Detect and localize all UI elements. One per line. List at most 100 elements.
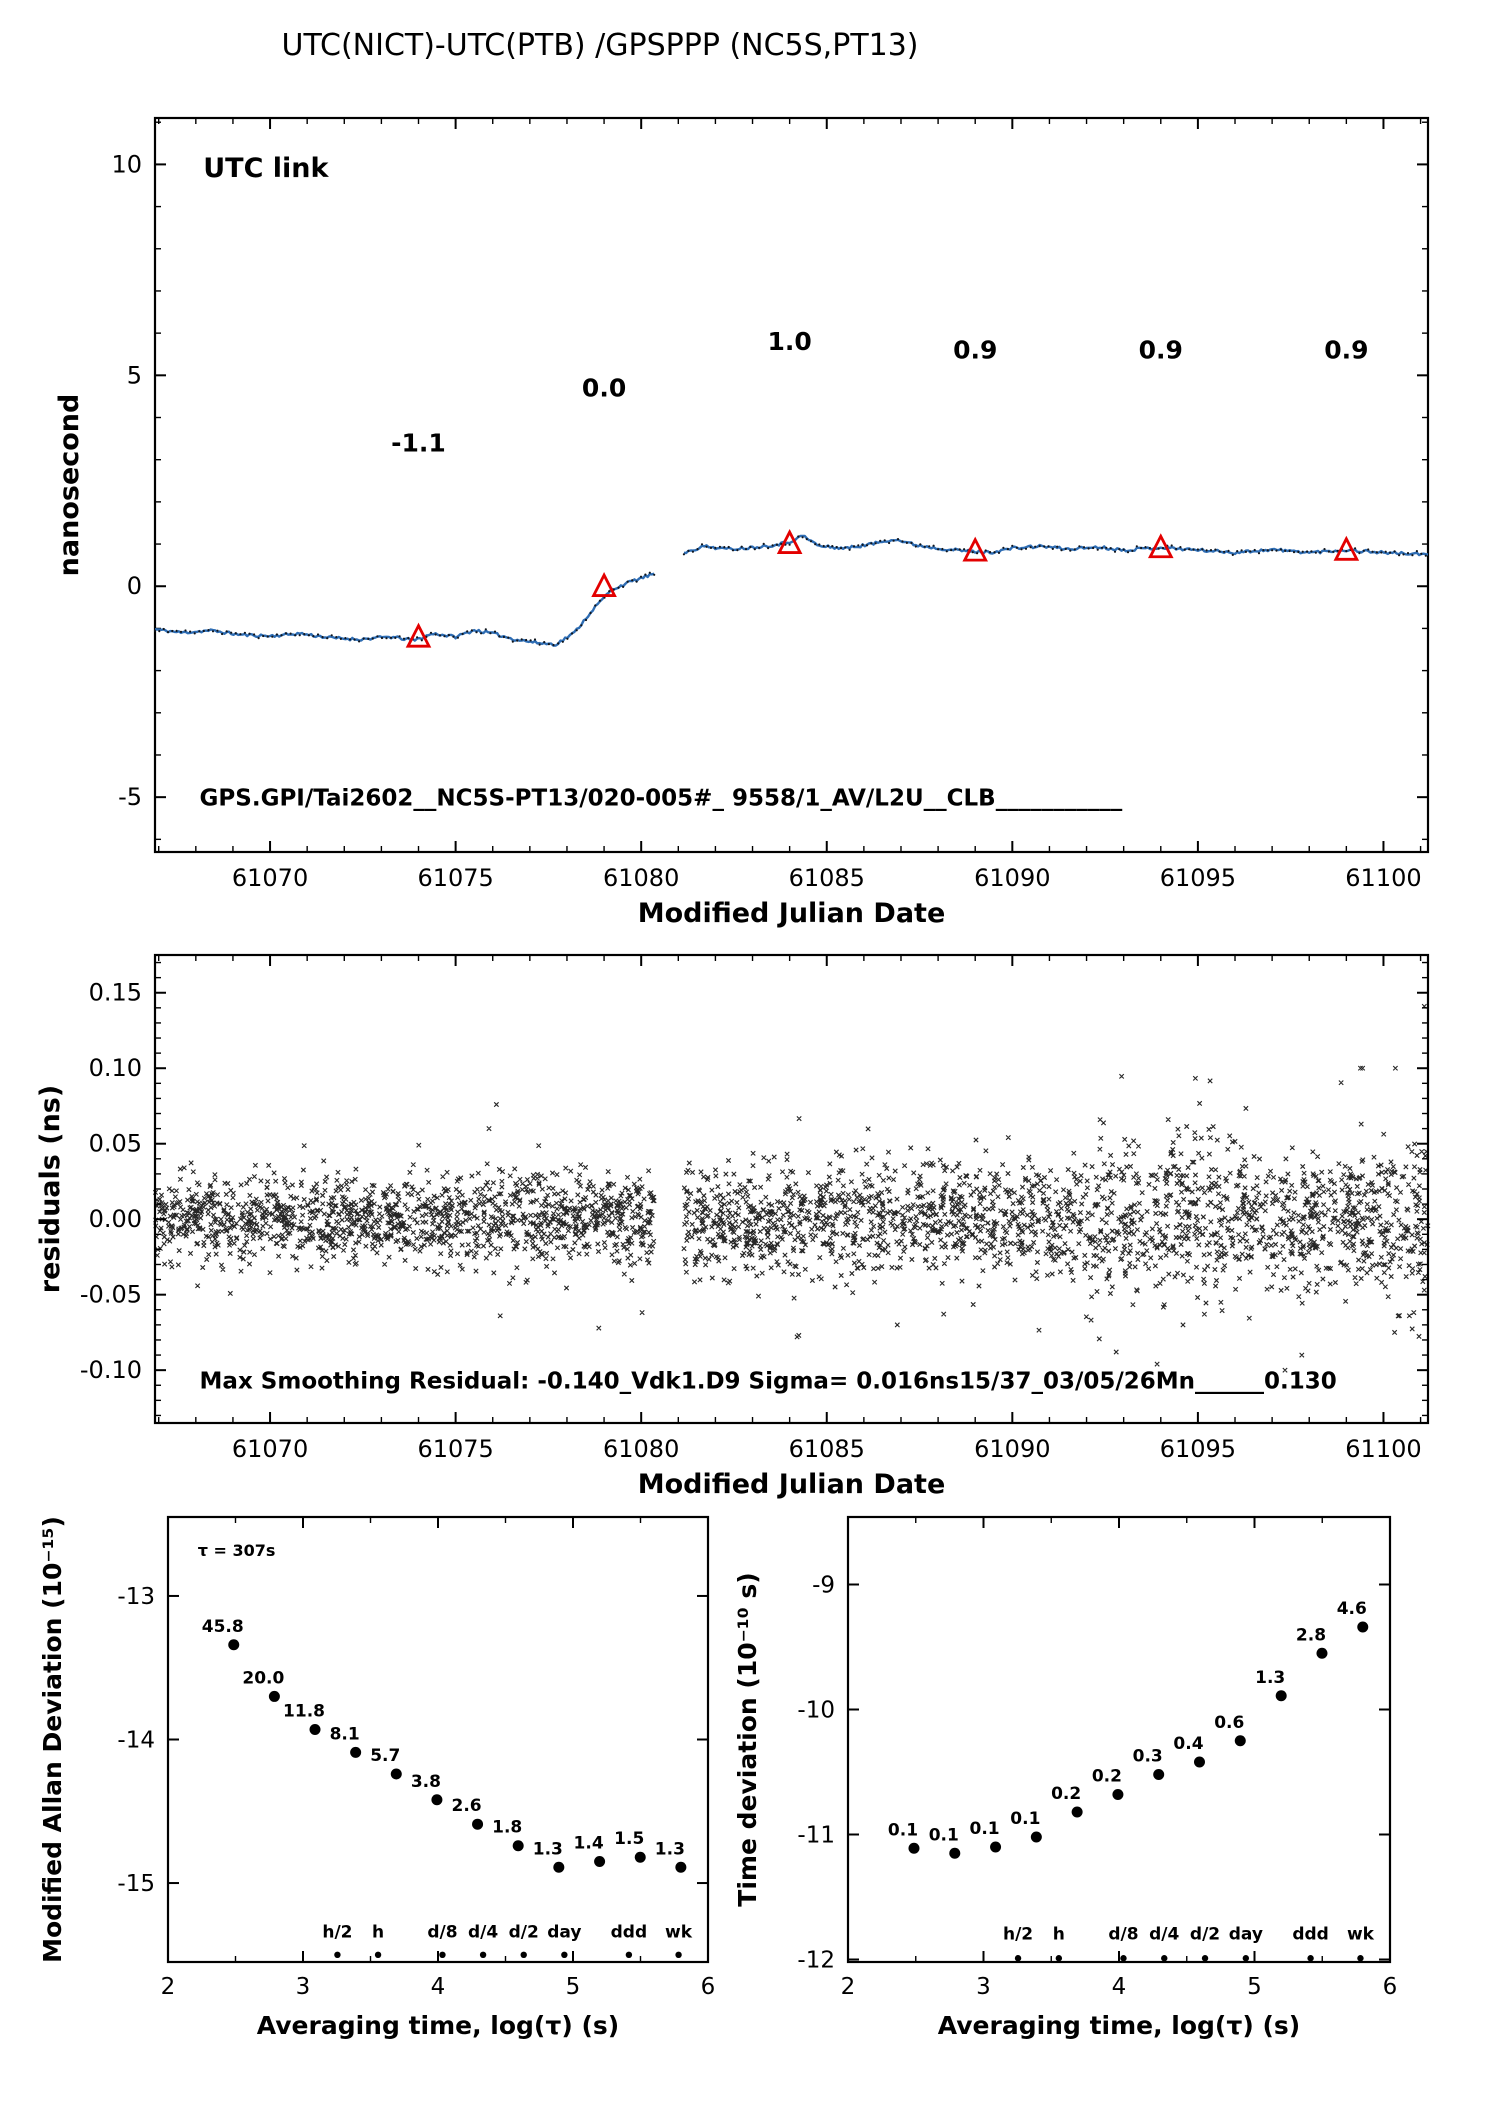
- deviation-value-label: 0.1: [1010, 1809, 1040, 1829]
- deviation-point: [949, 1847, 961, 1859]
- tau-mark-dot: [1055, 1955, 1063, 1962]
- tau-mark-label: d/4: [1149, 1925, 1179, 1945]
- tau-mark-label: h/2: [1003, 1925, 1033, 1945]
- tau-mark-dot: [1201, 1955, 1209, 1962]
- tau-mark-label: day: [547, 1923, 581, 1943]
- x-tick-label: 61080: [603, 864, 679, 892]
- x-tick-label: 61075: [417, 1435, 493, 1463]
- deviation-point: [908, 1842, 920, 1854]
- x-tick-label: 61090: [974, 1435, 1050, 1463]
- x-axis-label: Modified Julian Date: [638, 1469, 946, 1500]
- deviation-point: [512, 1840, 524, 1852]
- deviation-value-label: 1.5: [614, 1829, 644, 1849]
- x-tick-label: 5: [566, 1974, 581, 2000]
- deviation-value-label: 1.3: [655, 1839, 685, 1859]
- figure-title: UTC(NICT)-UTC(PTB) /GPSPPP (NC5S,PT13): [281, 28, 918, 63]
- calibration-value-label: 0.0: [582, 373, 626, 402]
- deviation-point: [350, 1746, 362, 1758]
- x-tick-label: 61070: [232, 864, 308, 892]
- y-axis-label: Time deviation (10⁻¹⁰ s): [733, 1572, 762, 1906]
- tau-mark-dot: [1357, 1955, 1364, 1962]
- y-tick-label: -13: [117, 1584, 155, 1610]
- utc-link-label: UTC link: [203, 153, 329, 184]
- tau-mark-dot: [1307, 1955, 1314, 1962]
- deviation-value-label: 0.2: [1092, 1767, 1122, 1787]
- calibration-triangle: [1147, 533, 1174, 559]
- tau-mark-label: h: [372, 1923, 384, 1943]
- y-tick-label: 5: [127, 361, 142, 389]
- plot-box: [846, 1515, 1392, 1964]
- tau-mark-label: h/2: [322, 1923, 352, 1943]
- tau-mark-label: wk: [665, 1923, 693, 1943]
- deviation-point: [472, 1818, 484, 1830]
- tau-mark-label: h: [1053, 1925, 1065, 1945]
- tau-mark-dot: [479, 1951, 487, 1959]
- utc-link-data-dots: [153, 571, 656, 647]
- deviation-value-label: 4.6: [1337, 1599, 1367, 1619]
- x-tick-label: 61100: [1345, 1435, 1421, 1463]
- deviation-value-label: 0.3: [1133, 1747, 1163, 1767]
- calibration-value-label: 1.0: [767, 327, 811, 356]
- y-axis-label: Modified Allan Deviation (10⁻¹⁵): [38, 1516, 67, 1963]
- x-tick-label: 6: [701, 1974, 716, 2000]
- deviation-value-label: 5.7: [370, 1746, 400, 1766]
- tau-mark-label: d/2: [509, 1923, 539, 1943]
- y-tick-label: 10: [111, 150, 142, 178]
- x-axis-label: Modified Julian Date: [638, 898, 946, 929]
- x-tick-label: 2: [161, 1974, 176, 2000]
- x-tick-label: 5: [1247, 1974, 1262, 2000]
- y-tick-label: -9: [812, 1573, 835, 1599]
- calibration-triangle: [405, 622, 432, 648]
- x-tick-label: 61085: [789, 1435, 865, 1463]
- deviation-point: [594, 1856, 606, 1868]
- x-tick-label: 3: [976, 1974, 991, 2000]
- deviation-point: [990, 1841, 1002, 1853]
- deviation-value-label: 1.3: [533, 1839, 563, 1859]
- tau-mark-dot: [1120, 1955, 1127, 1962]
- tau-mark-label: d/2: [1190, 1925, 1220, 1945]
- tau-mark-dot: [1014, 1955, 1022, 1962]
- deviation-point: [228, 1639, 240, 1651]
- tau-mark-dot: [439, 1951, 446, 1959]
- deviation-value-label: 2.6: [451, 1796, 481, 1816]
- deviation-point: [1357, 1621, 1369, 1633]
- deviation-value-label: 3.8: [411, 1772, 441, 1792]
- x-tick-label: 3: [296, 1974, 311, 2000]
- x-tick-label: 61100: [1345, 864, 1421, 892]
- y-tick-label: -12: [797, 1948, 835, 1974]
- deviation-point: [1112, 1789, 1124, 1800]
- deviation-value-label: 0.1: [929, 1825, 959, 1845]
- y-tick-label: 0.10: [89, 1054, 142, 1082]
- tau-mark-dot: [520, 1951, 527, 1959]
- tau-mark-label: d/8: [427, 1923, 457, 1943]
- x-tick-label: 61075: [417, 864, 493, 892]
- utc-link-data-dots: [682, 535, 1427, 557]
- y-tick-label: 0.00: [89, 1205, 142, 1233]
- deviation-point: [1071, 1806, 1083, 1818]
- calibration-value-label: 0.9: [1139, 335, 1183, 364]
- y-tick-label: -10: [797, 1698, 835, 1724]
- deviation-value-label: 0.1: [888, 1820, 918, 1840]
- x-tick-label: 61090: [974, 864, 1050, 892]
- utc-link-line: [154, 572, 655, 647]
- plot-box: [153, 116, 1430, 854]
- deviation-point: [431, 1794, 443, 1806]
- tau-mark-dot: [675, 1951, 682, 1959]
- deviation-value-label: 0.4: [1173, 1734, 1203, 1754]
- residual-scatter-points: [152, 1003, 1431, 1373]
- y-axis-label: nanosecond: [54, 394, 85, 577]
- panel-residuals: 61070 61075 61080 61085 61090 61095 61100 -0.10…: [35, 953, 1431, 1500]
- x-tick-label: 61095: [1160, 864, 1236, 892]
- y-tick-label: -0.05: [80, 1281, 142, 1309]
- deviation-value-label: 11.8: [283, 1701, 325, 1721]
- tau-mark-label: d/4: [468, 1923, 498, 1943]
- x-tick-label: 4: [431, 1974, 446, 2000]
- deviation-value-label: 1.4: [574, 1834, 604, 1854]
- panel-tdev: 2 3 4 5 6 -9 -10 -11 -12 Averaging time, log(τ) (…: [733, 1515, 1397, 2040]
- calibration-value-label: 0.9: [1324, 335, 1368, 364]
- tau-mark-label: ddd: [1292, 1925, 1329, 1945]
- y-tick-label: 0.15: [89, 979, 142, 1007]
- deviation-point: [1234, 1735, 1246, 1747]
